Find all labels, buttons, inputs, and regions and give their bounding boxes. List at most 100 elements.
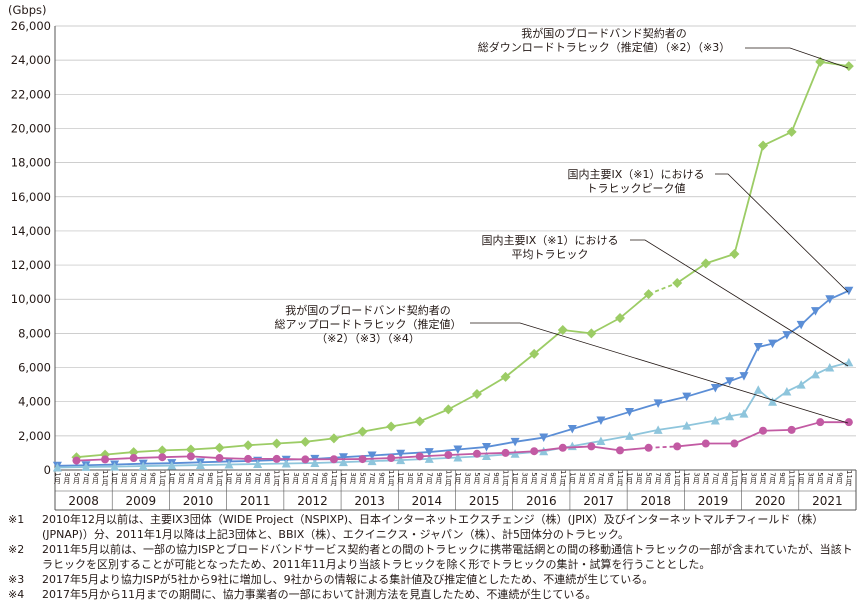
month-tick-label: 3月 (463, 472, 471, 485)
data-point (138, 461, 148, 471)
month-tick-label: 11月 (444, 470, 452, 487)
series-line-segment (619, 446, 649, 452)
month-tick-label: 7月 (425, 472, 433, 485)
data-point (796, 380, 806, 389)
year-label: 2009 (126, 494, 157, 508)
month-tick-label: 3月 (406, 472, 414, 485)
series-line-segment (762, 131, 793, 147)
series-line-segment (658, 424, 687, 431)
data-point (272, 454, 281, 463)
data-point (643, 289, 654, 300)
month-tick-label: 11月 (845, 470, 853, 487)
data-point (786, 126, 797, 137)
data-point (386, 421, 397, 432)
series-line-segment (619, 293, 650, 319)
series-1 (71, 56, 854, 463)
data-point (615, 446, 624, 455)
month-tick-label: 3月 (635, 472, 643, 485)
data-point (844, 286, 854, 296)
data-point (301, 455, 310, 464)
month-tick-label: 7月 (254, 472, 262, 485)
series-line-segment (114, 462, 144, 466)
month-tick-label: 9月 (721, 472, 729, 485)
data-point (558, 443, 567, 452)
annotation-leader-line (630, 239, 849, 367)
data-point (271, 438, 282, 449)
data-point (472, 449, 481, 458)
data-point (367, 451, 377, 460)
month-tick-label: 1月 (339, 472, 347, 485)
y-tick-label: 20,000 (11, 121, 51, 135)
data-point (357, 426, 368, 437)
year-label: 2014 (412, 494, 443, 508)
data-point (481, 442, 491, 452)
month-tick-label: 11月 (730, 470, 738, 487)
series-line-segment (419, 408, 449, 423)
data-point (52, 462, 62, 472)
series-line-segment (677, 442, 706, 448)
data-point (700, 258, 711, 269)
axes: 0 2,000 4,000 6,000 8,000 10,000 12,000 14,000 1… (11, 19, 857, 511)
month-tick-label: 1月 (797, 472, 805, 485)
month-tick-label: 3月 (63, 472, 71, 485)
year-label: 2013 (354, 494, 385, 508)
series-line-segment (829, 289, 850, 301)
series-line-segment (372, 452, 401, 457)
data-point (328, 433, 339, 444)
data-point (81, 462, 91, 471)
series-line-segment (114, 465, 144, 468)
data-point (329, 455, 338, 464)
data-point (530, 447, 539, 456)
month-tick-label: 1月 (225, 472, 233, 485)
series-line-segment (676, 262, 707, 284)
series-line-segment (400, 451, 430, 455)
series-line-segment (447, 393, 478, 411)
month-tick-label: 1月 (683, 472, 691, 485)
series-line-segment (190, 446, 220, 451)
series-line-segment (143, 464, 172, 467)
month-tick-label: 3月 (807, 472, 815, 485)
data-point (787, 425, 796, 434)
data-point (810, 307, 820, 316)
data-point (158, 453, 167, 462)
month-tick-label: 1月 (454, 472, 462, 485)
series-line-segment (486, 440, 516, 448)
y-tick-label: 2,000 (18, 429, 51, 443)
series-line-segment (504, 353, 535, 378)
data-point (444, 450, 453, 459)
month-tick-label: 7月 (654, 472, 662, 485)
data-point (539, 433, 549, 443)
annotation-text: 総ダウンロードトラヒック（推定値）（※2）（※3） (478, 40, 730, 54)
series-line-segment (648, 282, 678, 295)
series-line-segment (515, 450, 544, 455)
month-tick-label: 11月 (559, 470, 567, 487)
series-line-segment (76, 453, 106, 459)
month-tick-label: 11月 (273, 470, 281, 487)
series-line-segment (200, 463, 230, 466)
series-line-segment (362, 457, 392, 460)
data-point (481, 451, 491, 460)
data-point (424, 454, 434, 463)
annotation-text: 国内主要IX（※1）における (568, 167, 705, 181)
series-line-segment (190, 455, 220, 459)
series-line-segment (600, 411, 630, 422)
data-point (739, 372, 749, 381)
data-point (825, 363, 835, 372)
data-point (625, 407, 635, 417)
series-line-segment (76, 458, 106, 462)
series-line-segment (133, 449, 163, 453)
series-line-segment (162, 455, 191, 459)
data-point (758, 140, 769, 151)
year-label: 2017 (583, 494, 614, 508)
footnote-mark: ※3 (8, 573, 25, 586)
data-point (244, 454, 253, 463)
data-point (387, 454, 396, 463)
series-line-segment (200, 460, 230, 464)
series-line-segment (505, 450, 535, 454)
data-point (653, 399, 663, 408)
series-line-segment (429, 448, 458, 453)
data-point (243, 440, 254, 451)
annotation-text: 我が国のブロードバンド契約者の (285, 303, 451, 317)
month-tick-label: 9月 (492, 472, 500, 485)
month-tick-label: 9月 (92, 472, 100, 485)
